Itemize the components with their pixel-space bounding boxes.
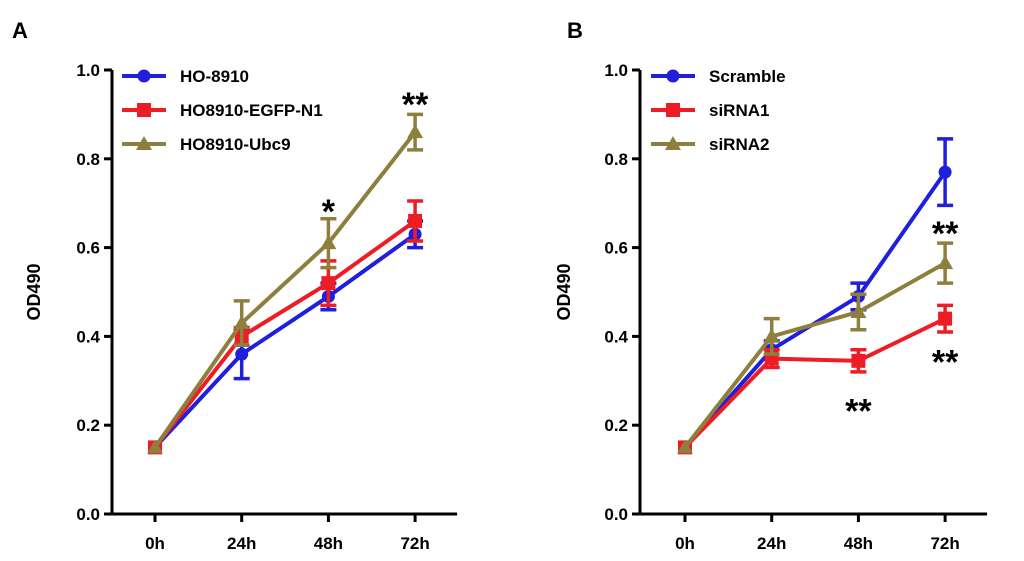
- panel-b-significance-mark: **: [932, 215, 959, 253]
- panel-a-series-3: [147, 112, 424, 454]
- panel-b-legend-label: siRNA2: [709, 135, 769, 154]
- panel-b-y-tick-label: 0.8: [604, 150, 628, 169]
- panel-b-legend-marker: [665, 136, 681, 150]
- panel-b-significance-mark: **: [845, 393, 872, 431]
- panel-b-legend-marker: [666, 69, 680, 83]
- panel-a-legend-entry: HO-8910: [122, 67, 249, 86]
- panel-a-x-tick-label: 24h: [227, 534, 256, 553]
- panel-a-legend-label: HO8910-Ubc9: [180, 135, 291, 154]
- panel-b-y-tick-label: 0.0: [604, 505, 628, 524]
- panel-a-y-tick-label: 1.0: [76, 61, 100, 80]
- panel-a-x-tick-label: 48h: [314, 534, 343, 553]
- panel-b-legend-label: siRNA1: [709, 101, 769, 120]
- panel-b-legend-entry: siRNA1: [651, 101, 769, 120]
- panel-b-data-point: [677, 439, 693, 454]
- panel-b-legend-label: Scramble: [709, 67, 786, 86]
- panel-a-data-point: [233, 315, 250, 330]
- panel-a-x-tick-label: 0h: [145, 534, 165, 553]
- panel-a-y-tick-label: 0.6: [76, 239, 100, 258]
- panel-a-data-point: [320, 235, 337, 250]
- panel-a-significance-mark: *: [322, 193, 336, 231]
- panel-b-series-2: [678, 303, 954, 455]
- panel-a-y-tick-label: 0.0: [76, 505, 100, 524]
- panel-a-y-tick-label: 0.8: [76, 150, 100, 169]
- panel-b-data-point: [938, 165, 952, 179]
- panel-b-x-tick-label: 0h: [675, 534, 695, 553]
- panel-a-data-point: [321, 276, 336, 291]
- panel-a-series-1: [148, 219, 424, 454]
- panel-a-series-line: [153, 232, 417, 449]
- panel-b-legend-entry: Scramble: [651, 67, 786, 86]
- panel-a-legend-marker: [137, 69, 151, 83]
- panel-a-y-tick-label: 0.4: [76, 327, 100, 346]
- panel-b-y-tick-label: 1.0: [604, 61, 628, 80]
- panel-b-legend-entry: siRNA2: [651, 135, 769, 154]
- panel-a-series-line: [153, 130, 417, 449]
- panel-a: A 0.0 0.2 0.4 0.6 0.8 1.0 0h 24h 48h 72h OD490 HO-89…: [12, 18, 458, 553]
- panel-b-series-3: [677, 241, 954, 454]
- panel-b-x-tick-label: 72h: [930, 534, 959, 553]
- panel-a-significance-mark: **: [402, 86, 429, 124]
- panel-b-y-tick-label: 0.2: [604, 416, 628, 435]
- panel-a-data-point: [408, 213, 423, 228]
- panel-b: B 0.0 0.2 0.4 0.6 0.8 1.0 0h 24h 48h 72h OD490 Scram…: [554, 18, 988, 553]
- panel-b-letter: B: [567, 18, 583, 43]
- panel-b-y-tick-label: 0.6: [604, 239, 628, 258]
- panel-a-legend-marker: [137, 103, 151, 117]
- panel-a-legend-entry: HO8910-EGFP-N1: [122, 101, 323, 120]
- panel-b-series-line: [683, 261, 947, 449]
- panel-a-y-axis-title: OD490: [24, 263, 44, 320]
- panel-b-significance-mark: **: [932, 344, 959, 382]
- panel-a-x-tick-label: 72h: [400, 534, 429, 553]
- panel-b-series-1: [678, 137, 954, 454]
- panel-b-series-line: [683, 316, 946, 449]
- panel-a-series-2: [148, 199, 424, 455]
- panel-a-data-point: [235, 347, 249, 361]
- panel-a-series-line: [153, 219, 417, 449]
- panel-b-data-point: [850, 303, 867, 318]
- panel-b-data-point: [763, 328, 780, 343]
- panel-a-data-point: [147, 439, 163, 454]
- panel-b-y-axis-title: OD490: [554, 263, 574, 320]
- panel-b-x-tick-label: 24h: [757, 534, 786, 553]
- panel-a-data-point: [407, 124, 424, 139]
- panel-b-data-point: [851, 353, 866, 368]
- panel-b-x-tick-label: 48h: [844, 534, 873, 553]
- panel-b-y-tick-label: 0.4: [604, 327, 628, 346]
- panel-a-legend-marker: [136, 136, 152, 150]
- panel-a-legend-entry: HO8910-Ubc9: [122, 135, 291, 154]
- panel-a-letter: A: [12, 18, 28, 43]
- panel-a-y-tick-label: 0.2: [76, 416, 100, 435]
- panel-a-legend-label: HO8910-EGFP-N1: [180, 101, 323, 120]
- panel-b-data-point: [938, 311, 953, 326]
- panel-b-data-point: [937, 255, 954, 270]
- panel-a-legend-label: HO-8910: [180, 67, 249, 86]
- panel-b-legend-marker: [666, 103, 680, 117]
